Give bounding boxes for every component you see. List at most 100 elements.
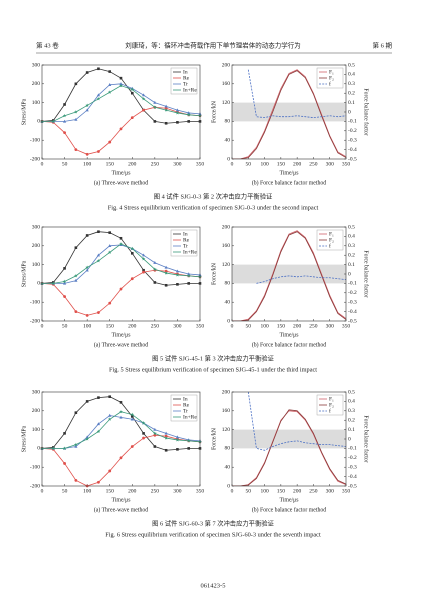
x-tick-label: 0 [41,161,44,167]
marker [51,281,56,285]
marker [153,431,157,435]
x-tick-label: 350 [342,488,351,494]
marker [85,435,89,439]
series-line [232,409,346,486]
marker [130,277,134,281]
x-tick-label: 100 [260,161,269,167]
x-tick-label: 50 [246,161,252,167]
x-tick-label: 0 [231,161,234,167]
y2-tick-label: -0.2 [348,128,357,134]
y2-tick-label: 0.4 [348,234,355,240]
marker [175,273,180,277]
x-tick-label: 100 [83,488,92,494]
y-axis-label: Force/kN [211,262,217,285]
x-axis-label: Time/μs [279,332,299,338]
x-tick-label: 350 [196,161,205,167]
legend-label: In [183,69,188,75]
legend-label: Re [183,237,190,243]
marker [119,82,123,85]
marker [187,447,191,450]
x-tick-label: 300 [326,161,335,167]
legend-label: In [183,396,188,402]
y2-axis-label: Force balance factor [363,88,370,135]
panel-subtitle: (a) Three-wave method [94,341,148,348]
y-tick-label: 120 [222,100,231,106]
x-tick-label: 150 [277,488,286,494]
y2-tick-label: 0.2 [348,90,355,96]
plot-frame [41,391,201,487]
x-tick-label: 200 [293,161,302,167]
series-line [42,106,200,155]
x-tick-label: 100 [260,488,269,494]
y-tick-label: 120 [222,427,231,433]
marker [187,272,191,276]
x-tick-label: 50 [62,323,68,329]
marker [107,250,112,254]
y2-tick-label: 0.1 [348,427,355,433]
y-axis-label: Force/kN [211,427,217,450]
x-tick-label: 50 [246,488,252,494]
marker [85,437,89,441]
x-axis-label: Time/μs [111,170,131,176]
y2-tick-label: 0 [348,109,351,115]
marker [141,253,146,257]
marker [141,93,146,97]
x-tick-label: 250 [151,161,160,167]
plot-frame [231,64,347,160]
marker [74,117,78,121]
marker [62,446,67,450]
y-tick-label: 0 [227,156,230,162]
y-tick-label: 0 [37,281,40,287]
marker [85,71,89,74]
x-tick-label: 200 [128,488,137,494]
marker [51,446,56,450]
marker [130,412,135,417]
running-title: 刘康琦，等：循环冲击荷载作用下单节理岩体的动态力学行为 [125,40,301,49]
x-axis-label: Time/μs [279,170,299,176]
marker [85,400,89,403]
marker [130,417,134,421]
marker [96,253,101,257]
x-tick-label: 350 [342,323,351,329]
marker [153,100,157,104]
x-tick-label: 250 [309,161,318,167]
marker [97,311,100,314]
y-tick-label: -100 [30,299,40,305]
y-tick-label: 300 [32,389,41,395]
x-tick-label: 300 [326,323,335,329]
y2-tick-label: -0.4 [348,147,357,153]
marker [108,70,112,73]
marker [153,105,157,109]
legend-label: f [329,242,331,249]
series-line [247,69,346,119]
marker [108,395,112,398]
marker [62,113,67,118]
marker [176,448,179,451]
marker [108,231,112,234]
marker [119,287,123,291]
marker [175,108,180,112]
marker [85,108,89,112]
x-tick-label: 300 [173,488,182,494]
marker [130,91,134,95]
plot-frame [41,226,201,322]
marker [108,140,112,144]
marker [164,104,168,108]
shaded-band [232,264,346,284]
x-tick-label: 100 [83,323,92,329]
legend-label: Re [183,402,190,408]
marker [187,111,191,115]
y2-tick-label: -0.5 [348,318,357,324]
marker [142,268,145,272]
x-tick-label: 300 [326,488,335,494]
caption-en: Fig. 5 Stress equilibrium verification o… [109,366,317,373]
legend-label: f [329,407,331,414]
issue: 第 6 期 [373,40,393,49]
series-line [232,70,346,159]
marker [108,469,112,473]
marker [164,431,168,435]
y-tick-label: 200 [32,81,41,87]
marker [119,76,123,80]
marker [108,301,112,305]
